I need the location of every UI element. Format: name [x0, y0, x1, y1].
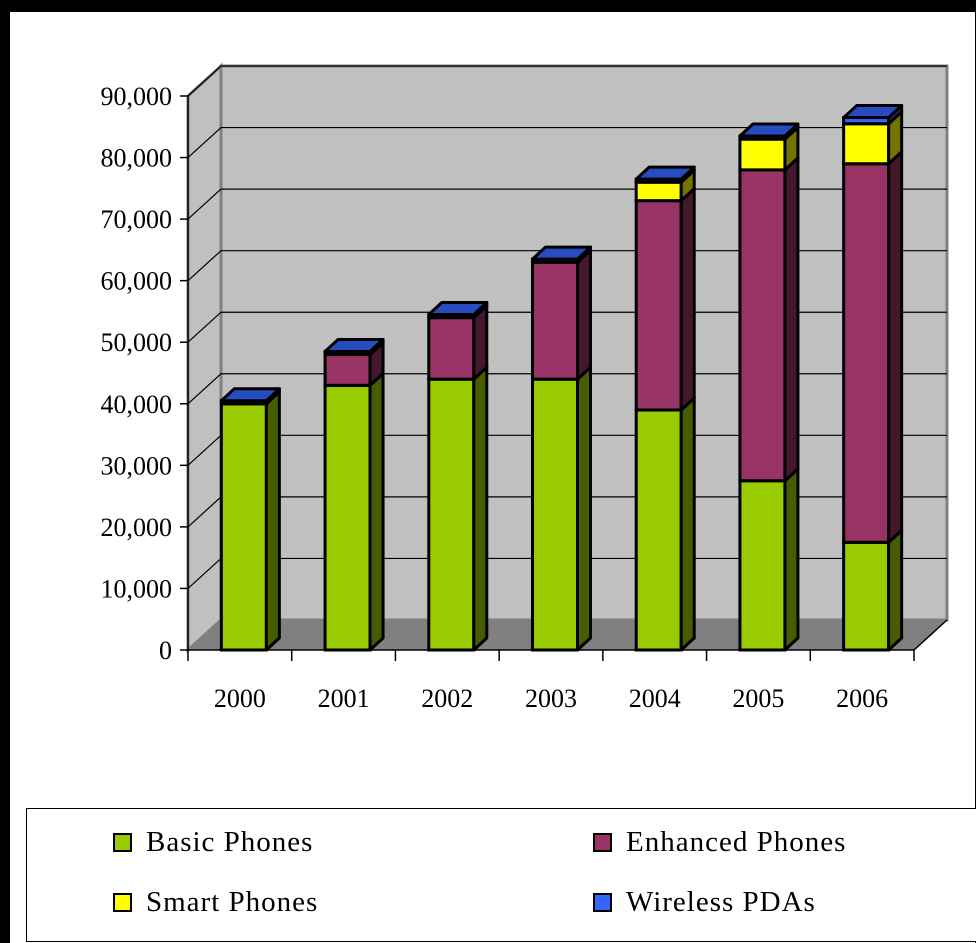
bar-top: [531, 245, 592, 261]
bar-front: [323, 353, 372, 387]
y-tick-label: 60,000: [101, 267, 173, 296]
legend-item-basic-phones: Basic Phones: [113, 826, 313, 859]
bar-side: [679, 187, 696, 412]
bar-segment: [323, 337, 385, 357]
x-tick-label: 2004: [629, 684, 681, 713]
chart-panel: 0 10,000 20,000 30,000 40,000 50,000 60,000 70,…: [10, 12, 976, 943]
bar-top: [219, 387, 281, 403]
bar-top: [634, 165, 696, 181]
y-tick-label: 50,000: [101, 328, 173, 357]
bar-segment: [323, 371, 385, 652]
bar-top: [842, 104, 904, 120]
bar-front: [738, 137, 787, 172]
bar-side: [472, 365, 489, 652]
x-tick-label: 2006: [836, 684, 888, 713]
bar-front: [634, 199, 683, 412]
bar-front: [842, 540, 891, 652]
gridline: [187, 311, 947, 343]
bar-segment: [842, 150, 904, 544]
legend-swatch: [593, 893, 612, 912]
bar-front: [634, 180, 683, 203]
legend-swatch: [113, 893, 132, 912]
bar-segment: [738, 122, 800, 141]
bar-side: [887, 150, 904, 544]
bar-side: [264, 390, 281, 652]
x-tick-label: 2000: [214, 684, 266, 713]
bar-front: [634, 408, 683, 652]
bar-front: [427, 377, 476, 652]
x-tick-label: 2002: [421, 684, 473, 713]
bar-side: [576, 365, 592, 652]
x-tick-label: 2001: [318, 684, 370, 713]
legend-swatch: [593, 833, 612, 852]
x-tick-label: 2003: [525, 684, 577, 713]
floor-edge: [913, 619, 948, 651]
bar-segment: [842, 528, 904, 652]
bar-front: [323, 383, 372, 652]
legend-item-smart-phones: Smart Phones: [113, 886, 318, 919]
gridline: [187, 373, 947, 405]
bar-segment: [219, 387, 281, 406]
y-tick-label: 0: [159, 636, 172, 665]
bar-front: [738, 168, 787, 483]
y-tick-label: 80,000: [101, 144, 173, 173]
bar-side: [576, 248, 592, 381]
bar-top: [323, 337, 385, 353]
bar-side: [679, 396, 696, 652]
x-axis-labels: 2000 2001 2002 2003 2004 2005 2006: [214, 684, 888, 713]
bar-top: [738, 122, 800, 138]
bar-side: [783, 156, 800, 483]
legend-label: Basic Phones: [146, 826, 314, 858]
bar-side: [783, 467, 800, 652]
bar-segment: [634, 187, 696, 412]
legend-label: Smart Phones: [146, 886, 319, 918]
bar-segment: [531, 248, 592, 381]
gridline: [187, 250, 947, 282]
gridline: [187, 65, 947, 97]
bar-segment: [219, 390, 281, 652]
bar-segment: [634, 165, 696, 184]
bar-front: [219, 402, 268, 652]
bar-segment: [531, 365, 592, 652]
bar-front: [531, 260, 579, 381]
chart-svg: 0 10,000 20,000 30,000 40,000 50,000 60,000 70,…: [101, 62, 949, 713]
bar-segment: [738, 467, 800, 652]
bar-segment: [842, 104, 904, 126]
bar-front: [738, 479, 787, 652]
y-axis-labels: 0 10,000 20,000 30,000 40,000 50,000 60,000 70,…: [101, 82, 173, 665]
y-tick-label: 90,000: [101, 82, 173, 111]
bar-segment: [531, 245, 592, 264]
legend-item-wireless-pdas: Wireless PDAs: [593, 886, 816, 919]
legend: Basic Phones Enhanced Phones Smart Phone…: [26, 808, 976, 942]
bar-segment: [427, 365, 489, 652]
bars: [219, 104, 904, 652]
legend-label: Enhanced Phones: [626, 826, 847, 858]
bar-front: [427, 316, 476, 381]
legend-label: Wireless PDAs: [626, 886, 816, 918]
bar-segment: [738, 156, 800, 483]
legend-item-enhanced-phones: Enhanced Phones: [593, 826, 846, 859]
bar-top: [427, 301, 489, 317]
bar-segment: [427, 301, 489, 320]
legend-swatch: [113, 833, 132, 852]
y-tick-label: 70,000: [101, 205, 173, 234]
y-tick-label: 40,000: [101, 390, 173, 419]
bar-segment: [634, 396, 696, 652]
gridline: [187, 126, 947, 158]
gridline: [187, 188, 947, 220]
bar-side: [368, 371, 385, 652]
bar-front: [842, 162, 891, 544]
y-tick-label: 30,000: [101, 451, 173, 480]
bar-side: [887, 528, 904, 652]
y-tick-label: 20,000: [101, 513, 173, 542]
x-tick-label: 2005: [732, 684, 784, 713]
y-tick-label: 10,000: [101, 574, 173, 603]
bar-front: [531, 377, 579, 652]
bar-front: [842, 122, 891, 166]
